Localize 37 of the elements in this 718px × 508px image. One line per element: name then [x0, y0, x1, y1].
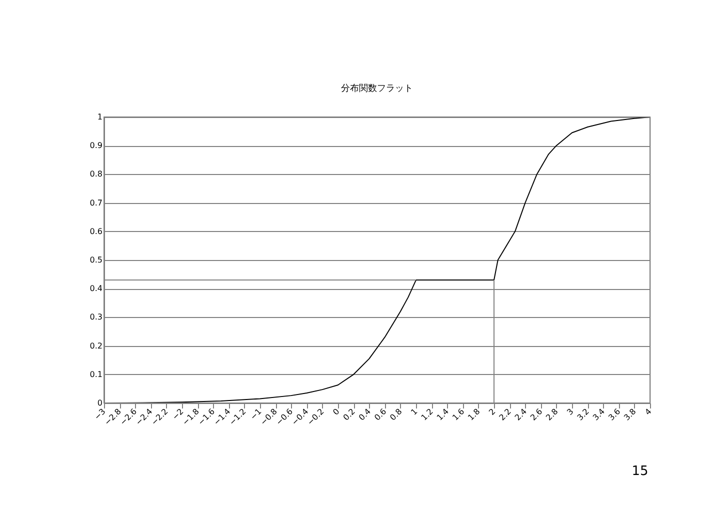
y-tick-label: 0.8	[90, 170, 102, 179]
x-tick-label: 1.8	[466, 406, 482, 422]
x-tick-label: −2	[170, 406, 186, 422]
x-tick-label: 1.2	[420, 406, 435, 422]
x-tick-label: −1	[248, 406, 264, 422]
text: 15	[632, 464, 648, 479]
x-tick-label: 4	[643, 406, 654, 417]
x-tick-label: 1.4	[435, 406, 451, 422]
x-tick-label: 2.4	[513, 406, 529, 422]
y-tick-label: 1	[97, 112, 102, 122]
y-tick-label: 0.1	[90, 370, 102, 379]
x-tick-label: 0.8	[388, 406, 404, 422]
y-tick-label: 0.4	[90, 284, 102, 294]
x-tick-label: 2.6	[528, 406, 544, 422]
x-tick-label: 3.2	[576, 406, 591, 422]
x-tick-label: 1.6	[450, 406, 466, 422]
y-tick-label: 0.2	[90, 341, 102, 350]
y-tick-label: 0.7	[90, 198, 102, 208]
x-tick-label: 0.2	[342, 406, 357, 422]
x-tick-label: 0	[331, 406, 342, 417]
x-tick-label: 2.2	[498, 406, 513, 422]
y-tick-label: 0	[97, 398, 102, 408]
x-tick-label: 1	[409, 406, 420, 417]
y-tick-label: 0.6	[90, 226, 102, 236]
x-tick-label: 3.6	[606, 406, 622, 422]
y-tick-label: 0.9	[90, 141, 102, 150]
x-tick-label: 2.8	[544, 406, 560, 422]
x-tick-label: 0.6	[372, 406, 388, 422]
y-tick-label: 0.5	[90, 256, 102, 264]
x-tick-label: 2	[487, 406, 498, 417]
chart-title: 分布関数フラット	[341, 83, 413, 94]
x-tick-label: 3.4	[591, 406, 607, 422]
x-tick-label: −3	[92, 406, 108, 422]
x-tick-label: 3.8	[622, 406, 638, 422]
y-tick-label: 0.3	[90, 312, 102, 322]
x-tick-label: 3	[565, 406, 576, 417]
x-tick-label: 0.4	[357, 406, 373, 422]
